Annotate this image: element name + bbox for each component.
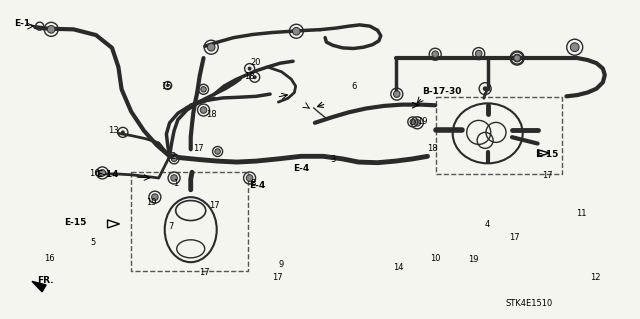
Text: 17: 17 xyxy=(509,233,519,242)
Text: 8: 8 xyxy=(250,179,255,188)
Circle shape xyxy=(414,120,420,126)
Polygon shape xyxy=(538,150,550,157)
Text: 19: 19 xyxy=(468,256,479,264)
Text: B-17-30: B-17-30 xyxy=(422,87,462,96)
Circle shape xyxy=(513,54,521,62)
Text: 19: 19 xyxy=(147,198,157,207)
Circle shape xyxy=(253,75,257,79)
Text: 17: 17 xyxy=(542,171,552,180)
Text: 17: 17 xyxy=(272,273,282,282)
Circle shape xyxy=(172,156,177,162)
Circle shape xyxy=(410,119,415,125)
Text: 18: 18 xyxy=(427,144,437,153)
Text: FR.: FR. xyxy=(37,276,54,285)
Circle shape xyxy=(292,27,300,35)
Text: 9: 9 xyxy=(279,260,284,269)
Text: E-4: E-4 xyxy=(293,164,309,173)
Circle shape xyxy=(476,50,482,57)
Polygon shape xyxy=(108,220,120,228)
Text: E-14: E-14 xyxy=(96,170,118,179)
Text: 14: 14 xyxy=(393,263,403,272)
Text: 19: 19 xyxy=(417,117,428,126)
Circle shape xyxy=(246,175,253,181)
Bar xyxy=(436,97,562,174)
Text: 3: 3 xyxy=(330,155,335,164)
Circle shape xyxy=(47,26,55,33)
Text: 16: 16 xyxy=(89,169,99,178)
Bar xyxy=(131,172,248,271)
Circle shape xyxy=(248,67,252,70)
Text: STK4E1510: STK4E1510 xyxy=(506,299,553,308)
Text: 18: 18 xyxy=(244,72,255,81)
Text: 20: 20 xyxy=(251,58,261,67)
Text: E-15: E-15 xyxy=(536,150,559,159)
Polygon shape xyxy=(32,281,46,292)
Circle shape xyxy=(152,194,158,200)
Text: 6: 6 xyxy=(351,82,356,91)
Text: 12: 12 xyxy=(590,273,600,282)
Circle shape xyxy=(171,175,177,181)
Text: 15: 15 xyxy=(161,82,172,91)
Text: E-15: E-15 xyxy=(64,218,86,227)
Text: E-1: E-1 xyxy=(14,19,30,28)
Text: 17: 17 xyxy=(200,268,210,277)
Text: 13: 13 xyxy=(108,126,118,135)
Circle shape xyxy=(200,107,207,113)
Circle shape xyxy=(99,170,106,176)
Circle shape xyxy=(207,43,215,51)
Circle shape xyxy=(215,149,220,154)
Circle shape xyxy=(121,130,125,134)
Circle shape xyxy=(570,43,579,52)
Text: 17: 17 xyxy=(193,144,204,153)
Text: 5: 5 xyxy=(90,238,95,247)
Text: 1: 1 xyxy=(173,179,179,188)
Text: 10: 10 xyxy=(430,254,440,263)
Text: 16: 16 xyxy=(44,254,54,263)
Circle shape xyxy=(166,84,169,87)
Text: 4: 4 xyxy=(485,220,490,229)
Text: 17: 17 xyxy=(209,201,220,210)
Circle shape xyxy=(514,55,520,61)
Circle shape xyxy=(432,51,438,57)
Text: 2: 2 xyxy=(170,152,175,161)
Text: E-4: E-4 xyxy=(250,181,266,189)
Text: 7: 7 xyxy=(168,222,173,231)
Text: 18: 18 xyxy=(206,110,216,119)
Circle shape xyxy=(394,91,400,97)
Circle shape xyxy=(483,86,488,91)
Text: 11: 11 xyxy=(576,209,586,218)
Circle shape xyxy=(201,86,206,92)
